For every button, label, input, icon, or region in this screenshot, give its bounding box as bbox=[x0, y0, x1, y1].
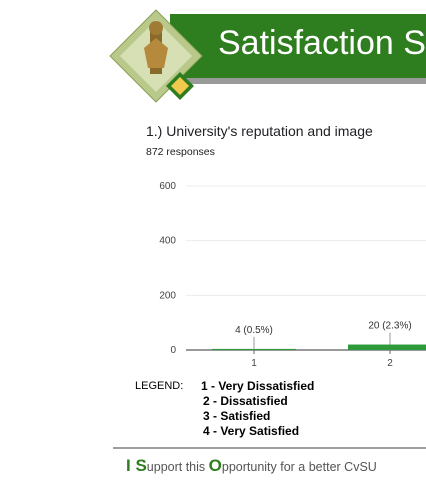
question-title: 1.) University's reputation and image bbox=[146, 123, 373, 139]
banner-shadow bbox=[182, 78, 426, 84]
legend-item-2: 2 - Dissatisfied bbox=[203, 394, 288, 408]
x-tick-label: 2 bbox=[387, 358, 393, 369]
y-tick-label: 400 bbox=[159, 236, 176, 247]
title-banner bbox=[170, 14, 426, 78]
footer-slogan: I Support this Opportunity for a better … bbox=[126, 456, 377, 476]
legend-item-3: 3 - Satisfied bbox=[203, 409, 271, 423]
x-tick-label: 1 bbox=[251, 358, 257, 369]
legend-item-4: 4 - Very Satisfied bbox=[203, 424, 300, 438]
y-tick-label: 200 bbox=[159, 290, 176, 301]
footer-divider bbox=[113, 447, 426, 449]
university-logo-icon bbox=[109, 9, 203, 103]
footer-part: O bbox=[208, 456, 222, 475]
legend-item-1: 1 - Very Dissatisfied bbox=[201, 379, 315, 393]
bar-chart: 0 200 400 600 4 (0.5%) 1 20 (2.3%) 2 bbox=[159, 181, 426, 369]
response-count: 872 responses bbox=[146, 146, 215, 158]
y-tick-label: 600 bbox=[159, 181, 176, 192]
footer-part: upport this bbox=[146, 460, 209, 474]
footer-part: pportunity for a better CvSU bbox=[221, 460, 377, 474]
bar bbox=[212, 348, 296, 350]
footer-part: I bbox=[126, 456, 136, 475]
footer-part: S bbox=[135, 456, 147, 475]
legend-heading: LEGEND: bbox=[135, 380, 184, 392]
bar bbox=[348, 344, 426, 350]
data-label: 20 (2.3%) bbox=[368, 321, 411, 332]
banner-title: Satisfaction S bbox=[218, 24, 426, 62]
data-label: 4 (0.5%) bbox=[235, 325, 273, 336]
y-tick-label: 0 bbox=[170, 345, 176, 356]
